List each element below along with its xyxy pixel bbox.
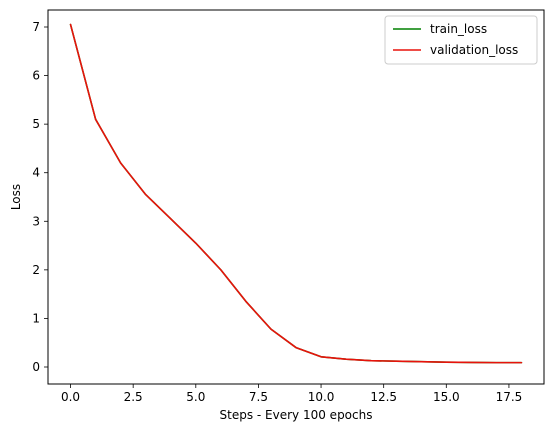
x-tick-label: 5.0 [186,390,205,404]
x-tick-label: 17.5 [496,390,523,404]
y-tick-label: 5 [32,117,40,131]
legend-label-validation-loss: validation_loss [430,43,518,57]
y-tick-label: 7 [32,20,40,34]
x-tick-label: 12.5 [370,390,397,404]
series-line-validation-loss [69,23,523,364]
y-axis-label: Loss [9,184,23,210]
x-tick-label: 2.5 [124,390,143,404]
x-axis-ticks: 0.0 2.5 5.0 7.5 10.0 12.5 15.0 17.5 [61,384,522,404]
x-tick-label: 7.5 [249,390,268,404]
y-tick-label: 4 [32,166,40,180]
y-tick-label: 2 [32,263,40,277]
legend: train_loss validation_loss [384,15,538,65]
x-tick-label: 15.0 [433,390,460,404]
y-tick-label: 1 [32,311,40,325]
series-line-train-loss [69,23,523,364]
y-axis-ticks: 0 1 2 3 4 5 6 7 [32,20,48,374]
axes-frame [47,9,545,385]
series-lines [69,23,523,364]
y-tick-label: 3 [32,214,40,228]
legend-box [384,15,538,65]
legend-label-train-loss: train_loss [430,22,487,36]
x-axis-label: Steps - Every 100 epochs [220,408,373,422]
x-tick-label: 0.0 [61,390,80,404]
y-tick-label: 6 [32,69,40,83]
x-tick-label: 10.0 [308,390,335,404]
y-tick-label: 0 [32,360,40,374]
